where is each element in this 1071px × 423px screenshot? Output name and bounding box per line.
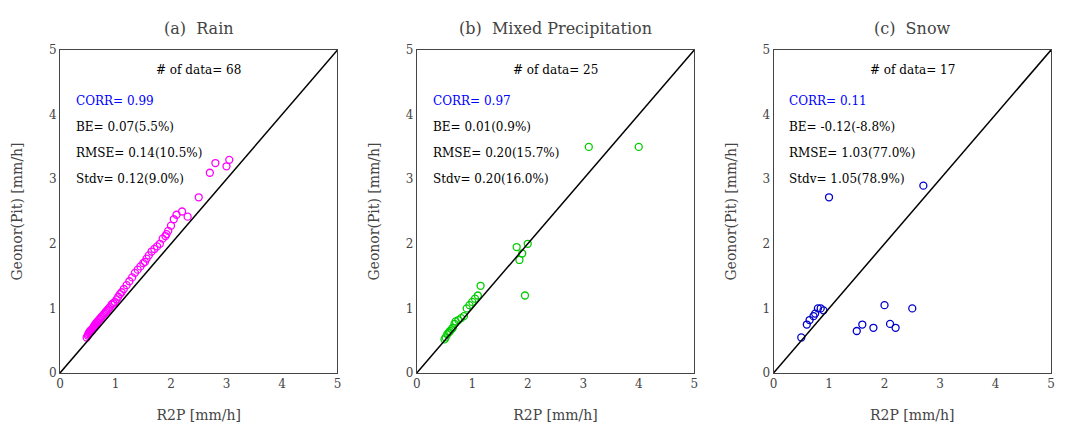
svg-text:2: 2 bbox=[406, 237, 414, 251]
svg-text:2: 2 bbox=[524, 377, 532, 391]
svg-text:5: 5 bbox=[1047, 377, 1055, 391]
svg-text:(a) Rain: (a) Rain bbox=[164, 19, 234, 38]
svg-text:Geonor(Pit) [mm/h]: Geonor(Pit) [mm/h] bbox=[9, 142, 25, 280]
svg-text:R2P [mm/h]: R2P [mm/h] bbox=[513, 407, 598, 423]
svg-text:4: 4 bbox=[635, 377, 643, 391]
svg-text:2: 2 bbox=[762, 237, 770, 251]
svg-text:1: 1 bbox=[825, 377, 833, 391]
svg-text:CORR= 0.99: CORR= 0.99 bbox=[76, 94, 154, 108]
svg-text:1: 1 bbox=[112, 377, 120, 391]
svg-text:3: 3 bbox=[762, 172, 770, 186]
svg-text:4: 4 bbox=[278, 377, 286, 391]
svg-text:5: 5 bbox=[334, 377, 342, 391]
svg-text:1: 1 bbox=[49, 302, 57, 316]
svg-text:0: 0 bbox=[49, 366, 57, 380]
svg-text:4: 4 bbox=[762, 108, 770, 122]
svg-text:# of data= 68: # of data= 68 bbox=[156, 63, 241, 77]
svg-text:5: 5 bbox=[690, 377, 698, 391]
svg-text:3: 3 bbox=[49, 172, 57, 186]
svg-text:1: 1 bbox=[468, 377, 476, 391]
svg-text:Stdv= 0.12(9.0%): Stdv= 0.12(9.0%) bbox=[76, 172, 184, 186]
svg-text:3: 3 bbox=[936, 377, 944, 391]
svg-text:2: 2 bbox=[167, 377, 175, 391]
svg-text:0: 0 bbox=[413, 377, 421, 391]
svg-text:Geonor(Pit) [mm/h]: Geonor(Pit) [mm/h] bbox=[366, 142, 382, 280]
svg-text:3: 3 bbox=[579, 377, 587, 391]
svg-text:Stdv= 0.20(16.0%): Stdv= 0.20(16.0%) bbox=[433, 172, 549, 186]
svg-text:# of data= 25: # of data= 25 bbox=[513, 63, 598, 77]
svg-text:(c) Snow: (c) Snow bbox=[874, 19, 951, 38]
svg-text:4: 4 bbox=[406, 108, 414, 122]
svg-text:R2P [mm/h]: R2P [mm/h] bbox=[156, 407, 241, 423]
svg-text:5: 5 bbox=[49, 43, 57, 57]
svg-text:4: 4 bbox=[49, 108, 57, 122]
svg-text:0: 0 bbox=[56, 377, 64, 391]
svg-text:BE= -0.12(-8.8%): BE= -0.12(-8.8%) bbox=[789, 120, 895, 134]
svg-text:R2P [mm/h]: R2P [mm/h] bbox=[870, 407, 955, 423]
svg-text:3: 3 bbox=[223, 377, 231, 391]
svg-text:5: 5 bbox=[762, 43, 770, 57]
svg-text:CORR= 0.11: CORR= 0.11 bbox=[789, 94, 867, 108]
svg-text:RMSE= 0.20(15.7%): RMSE= 0.20(15.7%) bbox=[433, 146, 559, 160]
svg-text:Stdv= 1.05(78.9%): Stdv= 1.05(78.9%) bbox=[789, 172, 905, 186]
svg-text:# of data= 17: # of data= 17 bbox=[870, 63, 955, 77]
svg-text:BE= 0.07(5.5%): BE= 0.07(5.5%) bbox=[76, 120, 174, 134]
svg-text:0: 0 bbox=[762, 366, 770, 380]
svg-text:5: 5 bbox=[406, 43, 414, 57]
svg-text:1: 1 bbox=[762, 302, 770, 316]
svg-text:Geonor(Pit) [mm/h]: Geonor(Pit) [mm/h] bbox=[723, 142, 739, 280]
svg-text:RMSE= 0.14(10.5%): RMSE= 0.14(10.5%) bbox=[76, 146, 202, 160]
svg-text:3: 3 bbox=[406, 172, 414, 186]
svg-text:0: 0 bbox=[770, 377, 778, 391]
svg-text:BE= 0.01(0.9%): BE= 0.01(0.9%) bbox=[433, 120, 531, 134]
svg-text:2: 2 bbox=[881, 377, 889, 391]
svg-text:2: 2 bbox=[49, 237, 57, 251]
svg-text:RMSE= 1.03(77.0%): RMSE= 1.03(77.0%) bbox=[789, 146, 915, 160]
svg-text:(b) Mixed Precipitation: (b) Mixed Precipitation bbox=[459, 19, 652, 38]
svg-text:4: 4 bbox=[992, 377, 1000, 391]
svg-text:0: 0 bbox=[406, 366, 414, 380]
svg-text:CORR= 0.97: CORR= 0.97 bbox=[433, 94, 511, 108]
svg-text:1: 1 bbox=[406, 302, 414, 316]
